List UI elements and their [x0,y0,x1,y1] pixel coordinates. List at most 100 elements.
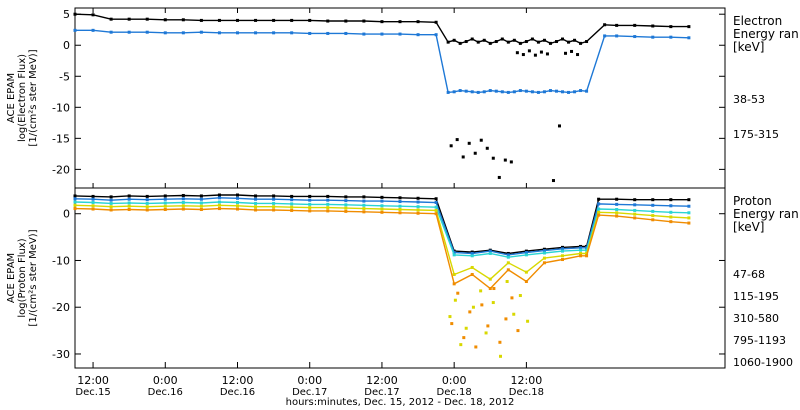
proton-series [73,193,691,358]
electron-data-point [485,146,489,150]
proton-data-point [464,326,468,330]
xtick-date-label: Dec.16 [148,387,183,398]
xtick-time-label: 0:00 [153,374,178,387]
xtick-time-label: 0:00 [442,374,467,387]
proton-series-line [74,207,689,290]
proton-data-point [504,317,508,321]
electron-legend-title: Energy ran [733,27,799,41]
proton-data-point [491,301,495,305]
proton-data-point [73,203,77,207]
xtick-date-label: Dec.17 [364,387,399,398]
electron-y-title-line2: log(Electron Flux) [17,54,28,142]
electron-data-point [455,138,459,142]
proton-data-point [480,303,484,307]
x-axis-title: hours:minutes, Dec. 15, 2012 - Dec. 18, … [286,397,515,408]
proton-y-title-line2: log(Proton Flux) [17,238,28,317]
proton-data-point [73,207,77,211]
electron-y-title-line3: [1/(cm²s ster MeV)] [28,49,39,146]
electron-data-point [467,141,471,145]
xtick-time-label: 0:00 [297,374,322,387]
proton-data-point [471,305,475,309]
proton-data-point [505,280,509,284]
proton-series-line [74,197,689,256]
proton-legend-item: 795-1193 [733,334,786,347]
proton-data-point [456,291,460,295]
electron-data-point [564,51,568,55]
proton-data-point [526,319,530,323]
electron-ytick-label: -20 [52,163,70,176]
electron-ytick-label: -15 [52,132,70,145]
proton-legend-item: 47-68 [733,268,765,281]
proton-data-point [479,289,483,293]
electron-series-38-53 [449,49,580,183]
proton-series-1060-1900 [450,287,520,349]
proton-series-line [74,201,689,258]
proton-data-point [516,329,520,333]
proton-series-795-1193 [448,280,530,358]
proton-series-1060-1900 [73,207,691,291]
electron-data-point [527,49,531,53]
proton-data-point [499,354,503,358]
proton-ytick-label: -10 [52,254,70,267]
electron-data-point [491,156,495,160]
proton-series-310-580 [73,200,691,259]
electron-y-axis: 5 0 -5 -10 -15 -20 [52,8,725,176]
electron-series-38-53 [73,12,691,45]
xtick-time-label: 12:00 [77,374,109,387]
proton-panel-frame [74,187,726,369]
proton-legend-title: Energy ran [733,207,799,221]
proton-data-point [484,331,488,335]
electron-series-line [75,29,689,94]
electron-y-title: ACE EPAM log(Electron Flux) [1/(cm²s ste… [6,49,39,146]
proton-data-point [453,298,457,302]
electron-data-point [576,53,580,57]
electron-ytick-label: -5 [59,70,70,83]
proton-data-point [468,310,472,314]
proton-legend-item: 115-195 [733,290,779,303]
x-axis: 12:00Dec.150:00Dec.1612:00Dec.160:00Dec.… [75,8,544,398]
proton-y-title-line1: ACE EPAM [6,253,17,303]
electron-data-point [497,175,501,179]
electron-data-point [539,50,543,54]
proton-ytick-label: -20 [52,301,70,314]
proton-data-point [510,296,514,300]
xtick-date-label: Dec.18 [509,387,544,398]
proton-legend-title: [keV] [733,220,764,234]
proton-legend-title: Proton [733,194,772,208]
electron-series-line [74,13,689,45]
proton-data-point [512,312,516,316]
xtick-date-label: Dec.17 [292,387,327,398]
electron-legend-title: Electron [733,14,782,28]
proton-data-point [474,345,478,349]
xtick-time-label: 12:00 [366,374,398,387]
electron-data-point [515,51,519,55]
electron-legend-item: 38-53 [733,93,765,106]
xtick-time-label: 12:00 [511,374,543,387]
electron-data-point [533,53,537,57]
proton-data-point [462,336,466,340]
electron-ytick-label: 0 [63,39,70,52]
electron-series [73,12,691,183]
proton-ytick-label: -30 [52,348,70,361]
proton-data-point [486,324,490,328]
electron-data-point [521,53,525,57]
electron-data-point [503,158,507,162]
electron-data-point [545,52,549,56]
proton-data-point [73,197,77,201]
proton-ytick-label: 0 [63,208,70,221]
proton-series-line [74,194,689,255]
electron-data-point [461,155,465,159]
proton-legend-item: 310-580 [733,312,779,325]
proton-y-title-line3: [1/(cm²s ster MeV)] [28,229,39,326]
proton-data-point [518,294,522,298]
proton-y-title: ACE EPAM log(Proton Flux) [1/(cm²s ster … [6,229,39,326]
proton-data-point [492,287,496,291]
proton-data-point [450,322,454,326]
proton-data-point [448,315,452,319]
electron-data-point [479,138,483,142]
proton-data-point [498,340,502,344]
electron-series-175-315 [73,28,691,94]
electron-data-point [551,179,555,183]
